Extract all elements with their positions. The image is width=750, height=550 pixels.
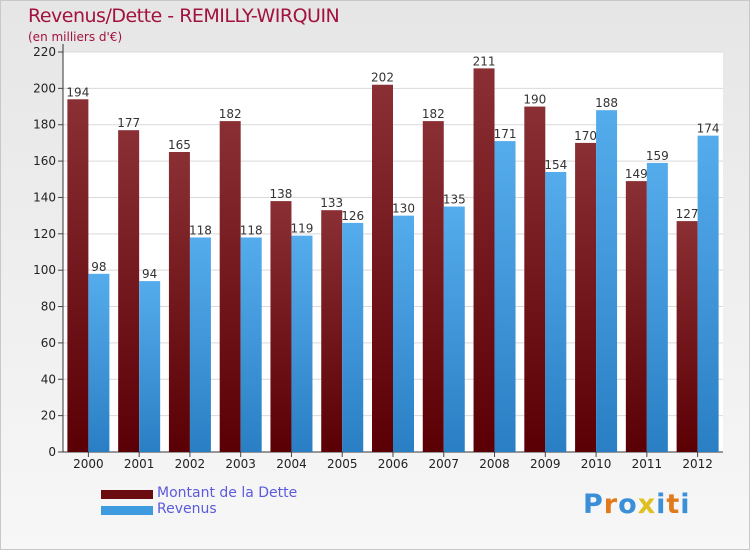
value-label-dette: 182 <box>219 107 242 121</box>
bar-revenus <box>88 273 110 452</box>
x-tick-label: 2009 <box>530 457 561 471</box>
y-tick-label: 160 <box>33 154 56 168</box>
x-tick-label: 2006 <box>378 457 409 471</box>
y-tick-label: 200 <box>33 81 56 95</box>
y-tick-label: 180 <box>33 118 56 132</box>
value-label-revenus: 171 <box>494 127 517 141</box>
x-tick-label: 2007 <box>428 457 459 471</box>
x-tick-label: 2003 <box>225 457 256 471</box>
chart-title: Revenus/Dette - REMILLY-WIRQUIN <box>28 5 340 27</box>
value-label-revenus: 130 <box>392 202 415 216</box>
value-label-dette: 190 <box>523 93 546 107</box>
value-label-revenus: 118 <box>240 223 263 237</box>
y-tick-label: 220 <box>33 45 56 59</box>
bar-dette <box>67 99 89 452</box>
bar-revenus <box>697 135 719 453</box>
bar-revenus <box>443 206 465 452</box>
bar-dette <box>372 84 393 453</box>
y-tick-label: 120 <box>33 227 56 241</box>
legend-label-dette: Montant de la Dette <box>157 485 298 501</box>
value-label-revenus: 135 <box>443 193 466 207</box>
bar-dette <box>118 130 140 452</box>
x-tick-label: 2004 <box>276 457 307 471</box>
y-tick-label: 40 <box>41 372 56 386</box>
value-label-revenus: 98 <box>91 260 106 274</box>
bar-revenus <box>240 237 262 452</box>
value-label-revenus: 94 <box>142 267 157 281</box>
value-label-revenus: 174 <box>697 122 720 136</box>
proxiti-logo: Proxiti <box>583 489 691 520</box>
value-label-revenus: 118 <box>189 223 212 237</box>
value-label-dette: 165 <box>168 138 191 152</box>
bar-chart: 0 20 40 60 80 100 120 140 160 180 200 220 194 98 2000 1… <box>33 44 723 471</box>
legend-swatch-revenus <box>101 506 153 515</box>
x-tick-label: 2011 <box>632 457 663 471</box>
value-label-dette: 177 <box>117 116 140 130</box>
bar-revenus <box>494 141 516 452</box>
x-tick-label: 2010 <box>581 457 612 471</box>
bar-revenus <box>646 162 668 452</box>
value-label-revenus: 159 <box>646 149 669 163</box>
bar-dette <box>473 68 495 452</box>
y-tick-label: 60 <box>41 336 56 350</box>
y-tick-label: 100 <box>33 263 56 277</box>
value-label-dette: 202 <box>371 71 394 85</box>
legend-label-revenus: Revenus <box>157 501 217 517</box>
bar-dette <box>321 210 343 452</box>
bar-dette <box>422 121 444 452</box>
x-tick-label: 2008 <box>479 457 510 471</box>
y-tick-label: 0 <box>48 445 56 459</box>
value-label-revenus: 188 <box>595 96 618 110</box>
x-tick-label: 2012 <box>682 457 713 471</box>
bar-revenus <box>393 215 414 452</box>
x-tick-label: 2001 <box>124 457 155 471</box>
value-label-dette: 127 <box>676 207 699 221</box>
bar-dette <box>168 152 190 452</box>
x-tick-label: 2002 <box>175 457 206 471</box>
bar-revenus <box>342 222 364 452</box>
y-tick-label: 80 <box>41 300 56 314</box>
bar-revenus <box>291 235 313 452</box>
bar-revenus <box>596 110 618 452</box>
value-label-dette: 211 <box>473 54 496 68</box>
value-label-dette: 194 <box>66 85 89 99</box>
y-tick-label: 140 <box>33 190 56 204</box>
bar-dette <box>270 201 292 452</box>
legend-swatch-dette <box>101 490 153 499</box>
value-label-dette: 138 <box>270 187 293 201</box>
bar-revenus <box>139 281 161 452</box>
value-label-revenus: 126 <box>341 209 364 223</box>
x-tick-label: 2000 <box>73 457 104 471</box>
bar-dette <box>575 142 597 452</box>
bar-dette <box>676 221 698 452</box>
value-label-revenus: 119 <box>291 222 314 236</box>
chart-subtitle: (en milliers d'€) <box>28 30 123 44</box>
value-label-dette: 170 <box>574 129 597 143</box>
value-label-dette: 182 <box>422 107 445 121</box>
x-tick-label: 2005 <box>327 457 358 471</box>
bar-dette <box>524 106 546 452</box>
bar-revenus <box>545 172 567 452</box>
value-label-revenus: 154 <box>544 158 567 172</box>
value-label-dette: 133 <box>320 196 343 210</box>
bar-revenus <box>189 237 211 452</box>
bar-dette <box>219 121 241 452</box>
y-tick-label: 20 <box>41 409 56 423</box>
bar-dette <box>625 181 647 452</box>
value-label-dette: 149 <box>625 167 648 181</box>
